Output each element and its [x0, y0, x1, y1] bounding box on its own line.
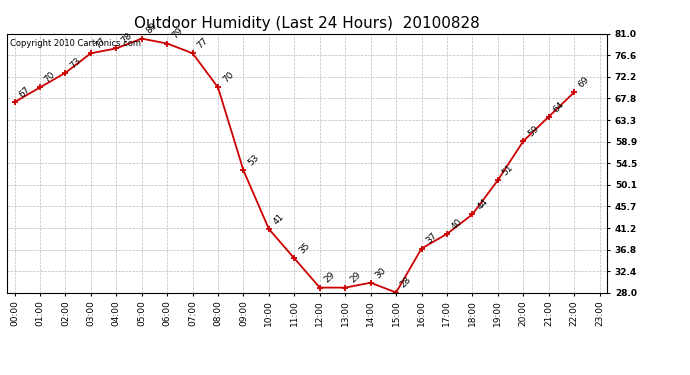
Text: 30: 30	[373, 266, 388, 280]
Text: 28: 28	[399, 275, 413, 290]
Text: 29: 29	[348, 270, 362, 285]
Text: 53: 53	[246, 153, 261, 168]
Text: 41: 41	[272, 212, 286, 226]
Text: 73: 73	[68, 56, 83, 70]
Text: 44: 44	[475, 197, 489, 211]
Text: 78: 78	[119, 31, 134, 46]
Text: 35: 35	[297, 241, 312, 255]
Text: 80: 80	[144, 21, 159, 36]
Text: 70: 70	[43, 70, 57, 85]
Text: 51: 51	[501, 163, 515, 177]
Text: Copyright 2010 Cartronics.com: Copyright 2010 Cartronics.com	[10, 39, 141, 48]
Text: 77: 77	[94, 36, 108, 51]
Text: 59: 59	[526, 124, 540, 138]
Text: 29: 29	[322, 270, 337, 285]
Text: 79: 79	[170, 26, 184, 41]
Title: Outdoor Humidity (Last 24 Hours)  20100828: Outdoor Humidity (Last 24 Hours) 2010082…	[134, 16, 480, 31]
Text: 67: 67	[17, 85, 32, 99]
Text: 64: 64	[551, 99, 566, 114]
Text: 77: 77	[195, 36, 210, 51]
Text: 69: 69	[577, 75, 591, 90]
Text: 70: 70	[221, 70, 235, 85]
Text: 37: 37	[424, 231, 439, 246]
Text: 40: 40	[450, 217, 464, 231]
